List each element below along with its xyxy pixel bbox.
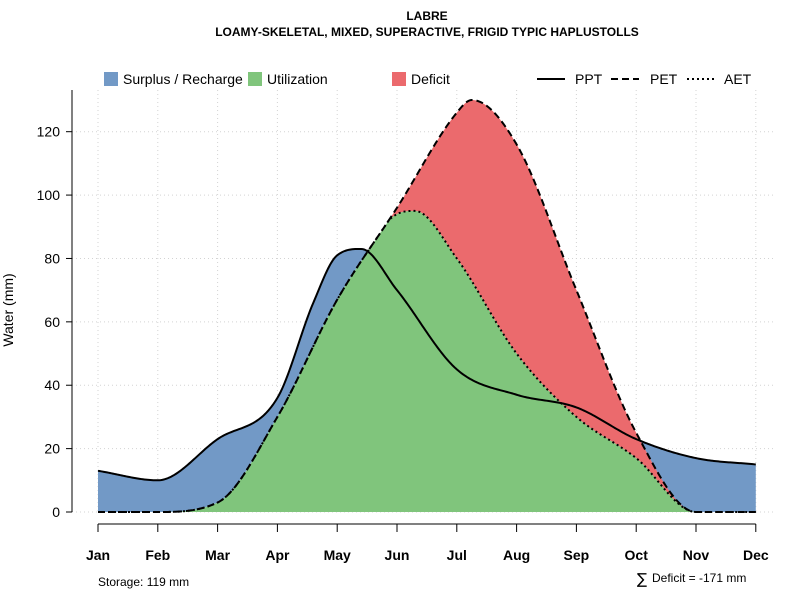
areas: [98, 100, 756, 513]
axes: 0 20 40 60 80 100 120 Jan Feb Mar Apr May Jun Jul Aug S…: [37, 90, 769, 563]
legend-label-surplus: Surplus / Recharge: [123, 71, 243, 87]
y-tick-label-40: 40: [44, 377, 60, 393]
y-tick-label-100: 100: [37, 187, 61, 203]
x-tick-label-nov: Nov: [683, 547, 710, 563]
x-tick-label-may: May: [324, 547, 351, 563]
deficit-annotation: Deficit = -171 mm: [652, 571, 746, 585]
y-tick-label-20: 20: [44, 441, 60, 457]
x-tick-label-apr: Apr: [265, 547, 290, 563]
legend: Surplus / Recharge Utilization Deficit P…: [104, 71, 752, 87]
area-deficit: [98, 100, 756, 512]
x-tick-label-aug: Aug: [503, 547, 530, 563]
x-tick-label-sep: Sep: [564, 547, 590, 563]
legend-label-aet: AET: [724, 71, 752, 87]
deficit-sigma-symbol: ∑: [637, 570, 647, 588]
area-utilization: [98, 210, 756, 513]
area-surplus-recharge: [98, 210, 756, 513]
legend-swatch-surplus: [104, 72, 118, 86]
x-tick-label-mar: Mar: [205, 547, 230, 563]
x-tick-label-oct: Oct: [625, 547, 649, 563]
legend-label-utilization: Utilization: [267, 71, 328, 87]
y-tick-label-60: 60: [44, 314, 60, 330]
x-tick-label-jul: Jul: [447, 547, 467, 563]
series-lines: [97, 98, 756, 513]
x-tick-label-jan: Jan: [86, 547, 110, 563]
y-tick-label-0: 0: [52, 504, 60, 520]
legend-swatch-deficit: [392, 72, 406, 86]
x-tick-label-feb: Feb: [145, 547, 170, 563]
legend-label-pet: PET: [650, 71, 678, 87]
y-axis-label: Water (mm): [0, 273, 16, 346]
legend-label-deficit: Deficit: [411, 71, 450, 87]
chart-subtitle: LOAMY-SKELETAL, MIXED, SUPERACTIVE, FRIG…: [215, 25, 639, 39]
y-tick-label-120: 120: [37, 124, 61, 140]
series-line-ppt: [97, 247, 756, 482]
legend-label-ppt: PPT: [575, 71, 603, 87]
x-tick-label-dec: Dec: [743, 547, 769, 563]
legend-swatch-utilization: [248, 72, 262, 86]
series-line-pet: [98, 98, 756, 513]
chart-title: LABRE: [406, 9, 447, 23]
x-tick-label-jun: Jun: [385, 547, 410, 563]
storage-annotation: Storage: 119 mm: [98, 575, 189, 589]
y-tick-label-80: 80: [44, 250, 60, 266]
